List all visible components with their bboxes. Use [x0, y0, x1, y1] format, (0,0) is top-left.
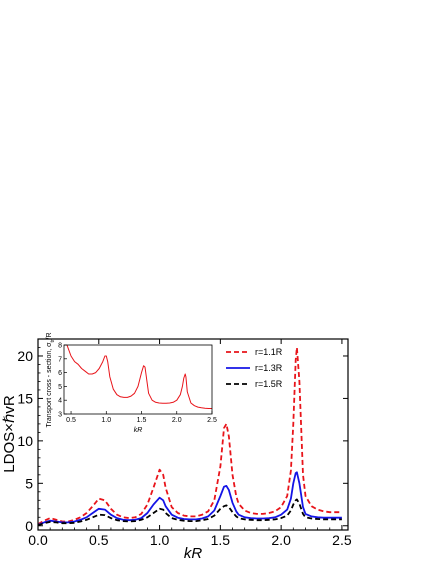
legend-label-2: r=1.3R — [255, 363, 283, 373]
inset-x-tick-label: 0.5 — [66, 417, 76, 424]
main-chart: 0.0 0.5 1.0 1.5 2.0 2.5 0 5 10 15 20 kR LDOS×ℏvR — [1, 338, 352, 562]
main-series-line-1 — [37, 346, 342, 525]
inset-y-tick-label: 3 — [58, 412, 62, 419]
inset-y-tick-label: 7 — [58, 356, 62, 363]
main-y-tick-label: 15 — [17, 390, 33, 406]
inset-x-tick-label: 2.0 — [172, 417, 182, 424]
legend: r=1.1R r=1.3R r=1.5R — [226, 347, 283, 389]
main-plot-frame — [37, 338, 349, 531]
main-x-axis-title: kR — [184, 545, 203, 562]
main-series-line-2 — [37, 471, 342, 526]
inset-series-group — [66, 345, 212, 409]
main-y-tick-label: 20 — [17, 348, 33, 364]
main-y-tick-label: 5 — [25, 475, 33, 491]
main-x-tick-label: 0.0 — [28, 532, 48, 548]
inset-y-axis-title-tail: /R — [46, 332, 53, 339]
main-y-axis-title: LDOS×ℏvR — [1, 395, 18, 473]
main-series-line-3 — [37, 498, 342, 527]
main-y-axis: 0 5 10 15 20 — [17, 347, 348, 534]
inset-x-tick-label: 1.5 — [137, 417, 147, 424]
main-y-tick-label: 0 — [25, 518, 33, 534]
inset-x-tick-label: 2.5 — [207, 417, 217, 424]
inset-y-tick-label: 4 — [58, 398, 62, 405]
legend-label-3: r=1.5R — [255, 379, 283, 389]
legend-label-1: r=1.1R — [255, 347, 283, 357]
inset-y-axis-title-main: Transport cross - section, σ — [46, 342, 53, 428]
inset-y-tick-label: 8 — [58, 343, 62, 350]
inset-x-tick-label: 1.0 — [101, 417, 111, 424]
inset-plot-frame — [63, 344, 213, 415]
inset-y-axis-title-sub: tr — [50, 339, 56, 342]
main-x-tick-label: 1.5 — [211, 532, 231, 548]
inset-y-axis-title: Transport cross - section, σtr/R — [46, 332, 56, 427]
main-x-tick-label: 2.0 — [271, 532, 291, 548]
inset-y-axis: 3 4 5 6 7 8 — [58, 343, 67, 419]
inset-series-line-1 — [66, 345, 212, 409]
inset-background — [59, 344, 215, 425]
main-y-tick-label: 10 — [17, 433, 33, 449]
inset-y-tick-label: 6 — [58, 370, 62, 377]
inset-x-axis: 0.5 1.0 1.5 2.0 2.5 — [66, 411, 217, 424]
inset-x-axis-title: kR — [134, 427, 143, 434]
inset-y-tick-label: 5 — [58, 384, 62, 391]
inset-chart: 0.5 1.0 1.5 2.0 2.5 3 4 5 6 7 8 kR Transport cros… — [46, 332, 217, 434]
main-x-tick-label: 0.5 — [89, 532, 109, 548]
main-series-group — [37, 346, 342, 527]
main-x-axis: 0.0 0.5 1.0 1.5 2.0 2.5 — [28, 339, 352, 548]
main-x-tick-label: 1.0 — [150, 532, 170, 548]
main-x-tick-label: 2.5 — [332, 532, 352, 548]
